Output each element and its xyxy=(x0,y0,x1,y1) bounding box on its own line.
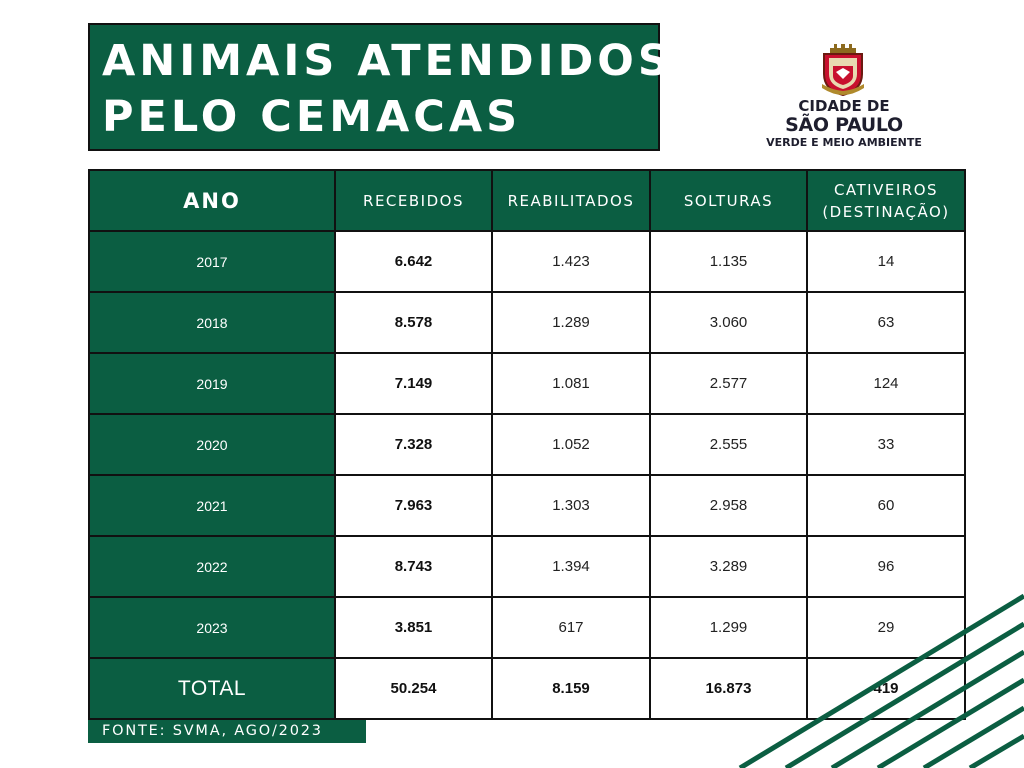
cell-cativeiros: 124 xyxy=(806,352,966,415)
logo-line-1: CIDADE DE xyxy=(798,97,890,115)
cell-cativeiros: 96 xyxy=(806,535,966,598)
cell-year: 2023 xyxy=(88,596,336,659)
cell-year: 2020 xyxy=(88,413,336,476)
table-row: 2018 8.578 1.289 3.060 63 xyxy=(88,291,966,354)
animals-table: ANO RECEBIDOS REABILITADOS SOLTURAS CATI… xyxy=(88,169,966,720)
title-box: ANIMAIS ATENDIDOS PELO CEMACAS xyxy=(88,23,673,151)
cell-reabilitados: 1.052 xyxy=(491,413,651,476)
cell-total-reabilitados: 8.159 xyxy=(491,657,651,720)
cell-recebidos: 7.149 xyxy=(334,352,493,415)
cell-recebidos: 3.851 xyxy=(334,596,493,659)
source-label: FONTE: SVMA, AGO/2023 xyxy=(88,720,366,743)
coat-of-arms-icon xyxy=(822,44,864,96)
table-row: 2023 3.851 617 1.299 29 xyxy=(88,596,966,659)
cell-total-label: TOTAL xyxy=(88,657,336,720)
cell-reabilitados: 1.394 xyxy=(491,535,651,598)
table-row: 2021 7.963 1.303 2.958 60 xyxy=(88,474,966,537)
cell-solturas: 1.299 xyxy=(649,596,808,659)
header-ano: ANO xyxy=(88,169,336,232)
cell-reabilitados: 1.303 xyxy=(491,474,651,537)
cell-recebidos: 8.743 xyxy=(334,535,493,598)
logo-line-3: VERDE E MEIO AMBIENTE xyxy=(766,136,922,149)
logo-text: CIDADE DE SÃO PAULO VERDE E MEIO AMBIENT… xyxy=(766,98,922,150)
table-header-row: ANO RECEBIDOS REABILITADOS SOLTURAS CATI… xyxy=(88,169,966,232)
table-row: 2022 8.743 1.394 3.289 96 xyxy=(88,535,966,598)
table-row: 2020 7.328 1.052 2.555 33 xyxy=(88,413,966,476)
cell-year: 2019 xyxy=(88,352,336,415)
cell-solturas: 3.060 xyxy=(649,291,808,354)
cell-year: 2018 xyxy=(88,291,336,354)
cell-year: 2022 xyxy=(88,535,336,598)
cell-year: 2021 xyxy=(88,474,336,537)
cell-solturas: 2.555 xyxy=(649,413,808,476)
cell-cativeiros: 63 xyxy=(806,291,966,354)
city-logo: CIDADE DE SÃO PAULO VERDE E MEIO AMBIENT… xyxy=(766,44,922,152)
cell-recebidos: 7.328 xyxy=(334,413,493,476)
cell-solturas: 2.958 xyxy=(649,474,808,537)
cell-reabilitados: 1.081 xyxy=(491,352,651,415)
cell-solturas: 1.135 xyxy=(649,230,808,293)
cell-recebidos: 8.578 xyxy=(334,291,493,354)
cell-total-recebidos: 50.254 xyxy=(334,657,493,720)
cell-total-solturas: 16.873 xyxy=(649,657,808,720)
logo-line-2: SÃO PAULO xyxy=(785,114,903,136)
header-reabilitados: REABILITADOS xyxy=(491,169,651,232)
header-cativeiros-line-1: CATIVEIROS xyxy=(833,180,939,199)
header-cativeiros: CATIVEIROS (DESTINAÇÃO) xyxy=(806,169,966,232)
cell-reabilitados: 617 xyxy=(491,596,651,659)
cell-recebidos: 6.642 xyxy=(334,230,493,293)
cell-reabilitados: 1.289 xyxy=(491,291,651,354)
decorative-stripes xyxy=(738,593,1024,768)
table-row: 2017 6.642 1.423 1.135 14 xyxy=(88,230,966,293)
title-line-2: PELO CEMACAS xyxy=(102,92,522,142)
cell-cativeiros: 33 xyxy=(806,413,966,476)
header-recebidos: RECEBIDOS xyxy=(334,169,493,232)
title-line-1: ANIMAIS ATENDIDOS xyxy=(102,36,673,86)
cell-cativeiros: 60 xyxy=(806,474,966,537)
cell-solturas: 2.577 xyxy=(649,352,808,415)
cell-year: 2017 xyxy=(88,230,336,293)
cell-cativeiros: 14 xyxy=(806,230,966,293)
cell-solturas: 3.289 xyxy=(649,535,808,598)
cell-reabilitados: 1.423 xyxy=(491,230,651,293)
cell-recebidos: 7.963 xyxy=(334,474,493,537)
header-cativeiros-line-2: (DESTINAÇÃO) xyxy=(822,202,950,221)
header-solturas: SOLTURAS xyxy=(649,169,808,232)
table-row: 2019 7.149 1.081 2.577 124 xyxy=(88,352,966,415)
